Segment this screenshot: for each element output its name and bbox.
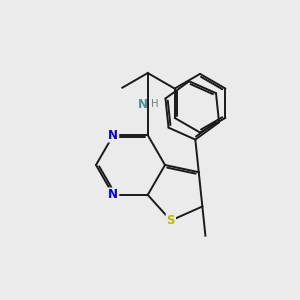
- Text: N: N: [108, 129, 118, 142]
- Text: N: N: [138, 98, 148, 111]
- Text: H: H: [152, 99, 159, 109]
- Text: S: S: [167, 214, 175, 227]
- Text: N: N: [108, 188, 118, 201]
